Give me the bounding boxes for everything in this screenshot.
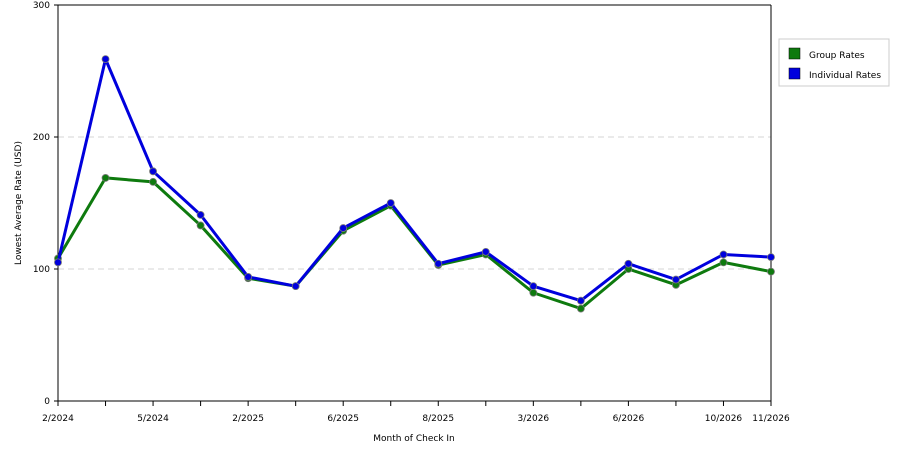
data-point xyxy=(529,288,538,297)
data-point xyxy=(101,55,110,64)
data-point xyxy=(54,258,62,267)
series-individual-rates xyxy=(54,55,775,305)
data-point xyxy=(291,282,300,291)
x-axis-title: Month of Check In xyxy=(373,434,455,444)
x-axis-ticks: 2/2024 5/2024 2/2025 6/2025 8/2025 3/2026 6/20… xyxy=(42,401,790,424)
grid-lines xyxy=(58,136,771,270)
data-point xyxy=(339,224,348,232)
data-point xyxy=(672,275,680,284)
x-tick-label: 5/2024 xyxy=(137,414,169,424)
legend: Group Rates Individual Rates xyxy=(778,38,890,87)
legend-label-individual-rates: Individual Rates xyxy=(809,71,881,81)
data-point xyxy=(767,253,775,262)
series-line xyxy=(56,57,772,303)
x-tick-label: 8/2025 xyxy=(422,414,454,424)
data-point xyxy=(149,167,157,176)
data-point xyxy=(481,247,490,256)
series-lines xyxy=(54,55,775,313)
legend-swatch-individual-rates xyxy=(788,67,801,80)
data-point xyxy=(767,267,775,276)
y-tick-label: 0 xyxy=(44,397,50,407)
data-point xyxy=(196,221,205,230)
x-tick-label: 2/2025 xyxy=(232,414,264,424)
data-point xyxy=(576,304,585,313)
data-point xyxy=(386,199,395,207)
x-tick-label: 10/2026 xyxy=(705,414,743,424)
x-tick-label: 6/2025 xyxy=(327,414,359,424)
y-axis-ticks: 0 100 200 300 xyxy=(33,1,58,407)
x-tick-label: 11/2026 xyxy=(752,414,790,424)
series-group-rates xyxy=(54,174,775,313)
y-tick-label: 300 xyxy=(33,1,50,11)
data-point xyxy=(624,259,633,268)
data-point xyxy=(244,273,253,281)
x-tick-label: 2/2024 xyxy=(42,414,74,424)
data-point xyxy=(196,210,205,219)
y-tick-label: 100 xyxy=(33,265,50,275)
legend-swatch-group-rates xyxy=(788,47,801,60)
legend-label-group-rates: Group Rates xyxy=(809,51,865,61)
data-point xyxy=(149,177,157,186)
data-point xyxy=(719,258,728,267)
y-axis-title: Lowest Average Rate (USD) xyxy=(14,141,24,265)
data-point xyxy=(719,250,728,259)
x-tick-label: 3/2026 xyxy=(517,414,549,424)
data-point xyxy=(576,296,585,305)
data-point xyxy=(529,282,538,291)
axes xyxy=(57,4,772,402)
y-tick-label: 200 xyxy=(33,133,50,143)
data-point xyxy=(434,259,443,268)
series-line xyxy=(56,176,772,311)
x-tick-label: 6/2026 xyxy=(613,414,645,424)
data-point xyxy=(101,174,110,182)
